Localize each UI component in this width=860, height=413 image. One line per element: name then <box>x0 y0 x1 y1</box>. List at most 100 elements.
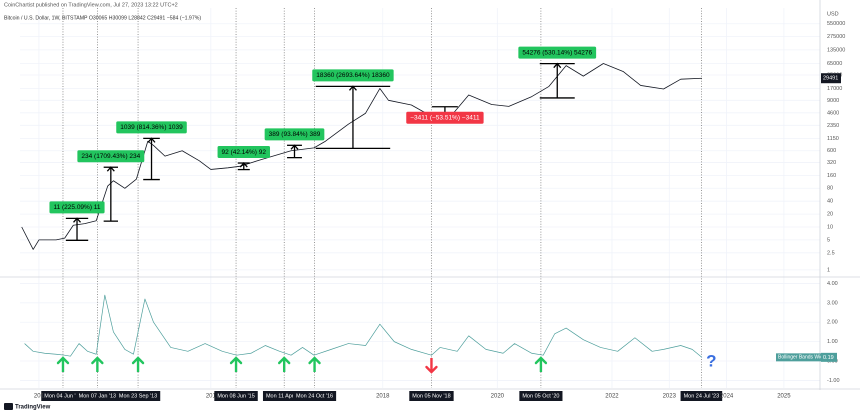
y-tick-label: 1 <box>827 267 830 273</box>
y-tick-label: 2.5 <box>827 250 835 256</box>
measure-label-box <box>406 111 484 124</box>
measure-label: 234 (1709.43%) 234 <box>81 153 140 160</box>
y-tick-label: 160 <box>827 173 836 179</box>
x-tick-label: 2022 <box>605 394 619 400</box>
signal-question: ? <box>706 351 716 370</box>
plot <box>21 63 703 358</box>
event-date-label: Mon 24 Jul '23 <box>684 393 720 399</box>
indicator-value-label: 0.19 <box>823 355 834 361</box>
y-tick-label: -1.00 <box>827 378 840 384</box>
event-date-label: Mon 08 Jun '15 <box>217 393 254 399</box>
measure-arrow-head <box>106 166 115 172</box>
y-tick-label: 9000 <box>827 98 839 104</box>
y-tick-label: 40 <box>827 199 833 205</box>
indicator-name-box <box>776 353 830 362</box>
signal-arrow-head <box>425 365 438 374</box>
y-tick-label: 4.00 <box>827 281 838 287</box>
event-date-label: Mon 05 Oct '20 <box>522 393 559 399</box>
signal-arrow-head <box>131 356 145 365</box>
event-date-box <box>75 391 120 401</box>
x-tick-label: 201 <box>34 394 45 400</box>
x-tick-label: 2018 <box>376 394 390 400</box>
x-tick-label: 201 <box>206 394 217 400</box>
event-date-box <box>409 391 454 401</box>
y-tick-label: 17000 <box>827 86 842 92</box>
measure-label-box <box>264 128 325 141</box>
y-tick-label: 275000 <box>827 34 845 40</box>
signal-arrow-head <box>56 356 70 365</box>
measure-arrow-head <box>553 62 562 69</box>
y-tick-label: 4600 <box>827 110 839 116</box>
x-tick-label: 2024 <box>720 394 734 400</box>
event-date-box <box>680 391 723 401</box>
measure-label: 11 (225.09%) 11 <box>53 204 100 211</box>
event-date-label: Mon 23 Sep '13 <box>119 393 157 399</box>
indicator-name: Bollinger Bands Width <box>778 355 827 361</box>
publisher-line: CoinChartist published on TradingView.co… <box>4 2 178 8</box>
y-tick-label: 5 <box>827 237 830 243</box>
signal-arrow-head <box>229 356 243 365</box>
measure-label-box <box>49 201 105 214</box>
series-line <box>21 63 702 250</box>
measure-label: 92 (42.14%) 92 <box>222 149 267 156</box>
event-date-label: Mon 24 Oct '16 <box>296 393 333 399</box>
measure-label-box <box>312 69 394 82</box>
measure-label-box <box>77 150 145 163</box>
y-tick-label: 2350 <box>827 123 839 129</box>
axes: 5500002750001350006500035000170009000460… <box>34 11 845 401</box>
signal-arrow-head <box>91 356 104 365</box>
y-tick-label: 550000 <box>827 21 845 27</box>
y-tick-label: 65000 <box>827 61 842 67</box>
measure-label-box <box>217 146 271 159</box>
last-price-box <box>821 73 841 84</box>
measure-label: 389 (93.84%) 389 <box>269 131 321 138</box>
measure-label-box <box>518 46 597 59</box>
x-tick-label: 2020 <box>491 394 505 400</box>
measure-arrow-head <box>290 144 299 150</box>
measure-arrow-head <box>147 137 156 143</box>
event-date-label: Mon 05 Nov '18 <box>412 393 450 399</box>
overlay: 11 (225.09%) 11 234 (1709.43%) 234 1039 (8… <box>49 46 717 374</box>
signal-arrow-head <box>534 356 548 365</box>
brand-name: TradingView <box>15 405 51 411</box>
series-line <box>24 294 703 358</box>
signal-arrow-head <box>277 356 291 365</box>
grid <box>20 8 820 388</box>
measure-arrow-head <box>348 85 357 91</box>
measure-arrow-head <box>239 162 248 168</box>
event-date-label: Mon 11 Apr '16 <box>266 393 302 399</box>
x-tick-label: 2025 <box>777 394 791 400</box>
measure-label: 54276 (530.14%) 54276 <box>522 49 592 56</box>
y-tick-label: 80 <box>827 186 833 192</box>
brand-logo <box>4 403 13 410</box>
indicator-value-box <box>821 352 837 362</box>
x-tick-label: 2023 <box>663 394 677 400</box>
y-tick-label: 2.00 <box>827 320 838 326</box>
y-tick-label: 600 <box>827 148 836 154</box>
y-axis-unit: USD <box>827 11 839 17</box>
measure-label: −3411 (−53.51%) −3411 <box>410 114 480 121</box>
last-price-label: 29491 <box>823 76 838 82</box>
measure-label: 1039 (814.36%) 1039 <box>120 124 183 131</box>
symbol-line: Bitcoin / U.S. Dollar, 1W, BITSTAMP O300… <box>4 15 201 21</box>
event-date-box <box>41 391 85 401</box>
event-date-label: Mon 04 Jun '12 <box>44 393 81 399</box>
y-tick-label: 135000 <box>827 47 845 53</box>
event-date-label: Mon 07 Jan '13 <box>79 393 116 399</box>
event-date-box <box>214 391 258 401</box>
y-tick-label: 10 <box>827 224 833 230</box>
y-tick-label: 320 <box>827 160 836 166</box>
event-date-box <box>292 391 337 401</box>
y-tick-label: 20 <box>827 212 833 218</box>
y-tick-label: 1.00 <box>827 339 838 345</box>
signal-arrow-head <box>308 356 321 365</box>
measure-arrow-head <box>73 217 82 223</box>
measure-label-box <box>116 121 187 134</box>
event-date-box <box>115 391 161 401</box>
y-tick-label: 1150 <box>827 136 839 142</box>
measure-label: 18360 (2693.64%) 18360 <box>316 72 390 79</box>
event-date-box <box>519 391 563 401</box>
y-tick-label: 3.00 <box>827 300 838 306</box>
